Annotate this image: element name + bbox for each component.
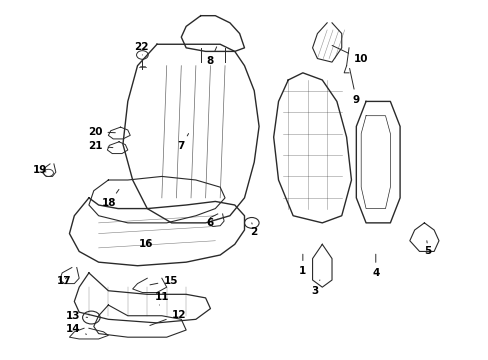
Text: 19: 19 bbox=[33, 165, 47, 175]
Text: 18: 18 bbox=[102, 189, 119, 208]
Text: 11: 11 bbox=[154, 292, 169, 305]
Text: 7: 7 bbox=[177, 134, 188, 151]
Text: 13: 13 bbox=[66, 311, 87, 321]
Text: 4: 4 bbox=[371, 254, 379, 278]
Text: 17: 17 bbox=[56, 276, 71, 286]
Text: 22: 22 bbox=[133, 42, 148, 55]
Text: 8: 8 bbox=[206, 47, 216, 66]
Text: 9: 9 bbox=[349, 68, 359, 105]
Text: 2: 2 bbox=[250, 223, 257, 237]
Text: 14: 14 bbox=[65, 324, 86, 334]
Text: 12: 12 bbox=[149, 310, 186, 325]
Text: 5: 5 bbox=[424, 241, 431, 256]
Text: 6: 6 bbox=[206, 218, 217, 228]
Text: 16: 16 bbox=[139, 239, 153, 249]
Text: 20: 20 bbox=[88, 127, 115, 137]
Text: 21: 21 bbox=[88, 141, 113, 151]
Text: 1: 1 bbox=[299, 254, 306, 276]
Text: 15: 15 bbox=[150, 276, 178, 286]
Text: 10: 10 bbox=[331, 45, 367, 64]
Text: 3: 3 bbox=[311, 280, 319, 296]
